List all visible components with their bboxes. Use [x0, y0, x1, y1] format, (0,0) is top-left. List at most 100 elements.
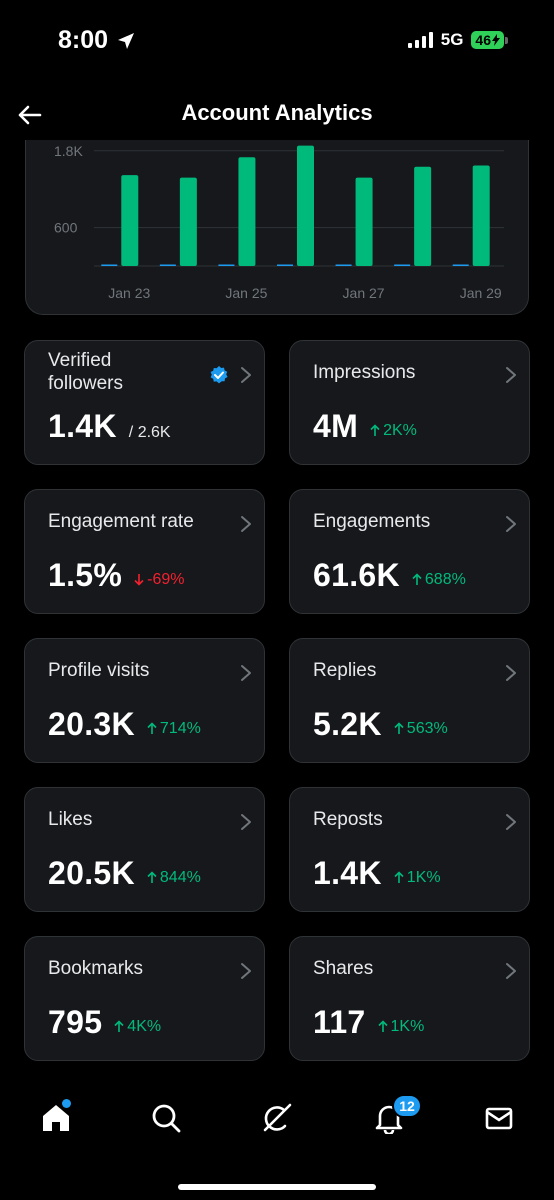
metric-change-value: 2K% [383, 421, 417, 439]
chevron-right-icon [506, 814, 516, 830]
metric-label: Engagements [313, 511, 431, 532]
nav-home[interactable] [36, 1098, 76, 1138]
chevron-right-icon [506, 963, 516, 979]
metric-change-value: 688% [424, 570, 466, 588]
chevron-right-icon [241, 665, 251, 681]
metric-value: 20.5K [48, 855, 135, 891]
verified-badge-icon [210, 366, 228, 384]
metric-value-row: 61.6K 688% [313, 557, 466, 594]
bar-primary[interactable] [179, 177, 197, 266]
metric-label: Shares [313, 958, 374, 979]
bottom-nav [0, 1080, 554, 1155]
x-tick-label: Jan 25 [225, 285, 267, 301]
metric-change-value: -69% [147, 570, 185, 588]
nav-messages[interactable] [479, 1098, 519, 1138]
battery-level: 46 [475, 32, 491, 48]
metric-change: 1K% [377, 1017, 425, 1036]
y-tick-label: 600 [54, 220, 78, 236]
metric-card-likes[interactable]: Likes 20.5K 844% [24, 787, 265, 912]
chevron-right-icon [506, 367, 516, 383]
arrow-down-icon [134, 574, 144, 586]
nav-search[interactable] [146, 1098, 186, 1138]
metric-change: 2K% [370, 422, 417, 440]
metric-value-row: 1.4K / 2.6K [48, 408, 171, 445]
arrow-up-icon [377, 1020, 388, 1032]
bar-primary[interactable] [472, 165, 490, 266]
bar-secondary [452, 264, 469, 266]
arrow-up-icon [147, 722, 157, 734]
chevron-right-icon [241, 516, 251, 532]
y-tick-label: 1.8K [54, 143, 83, 159]
arrow-up-icon [147, 871, 157, 883]
bar-secondary [101, 264, 118, 266]
arrow-up-icon [412, 573, 422, 585]
bar-secondary [335, 264, 352, 266]
metric-card-impressions[interactable]: Impressions 4M 2K% [289, 340, 530, 465]
bar-secondary [218, 264, 235, 266]
metric-total: / 2.6K [128, 424, 171, 441]
arrow-up-icon [394, 871, 404, 883]
metric-card-bookmarks[interactable]: Bookmarks 795 4K% [24, 936, 265, 1061]
metric-card-replies[interactable]: Replies 5.2K 563% [289, 638, 530, 763]
metric-label: Profile visits [48, 660, 150, 681]
status-bar: 8:00 5G 46 [0, 0, 554, 80]
metric-card-shares[interactable]: Shares 117 1K% [289, 936, 530, 1061]
metric-value-row: 5.2K 563% [313, 706, 448, 743]
metric-card-reposts[interactable]: Reposts 1.4K 1K% [289, 787, 530, 912]
metric-value: 1.4K [313, 855, 382, 891]
bar-primary[interactable] [121, 175, 139, 266]
status-indicators: 5G 46 [407, 30, 508, 50]
metric-value: 1.4K [48, 408, 117, 444]
bar-primary[interactable] [355, 177, 373, 266]
metric-value-row: 795 4K% [48, 1004, 161, 1041]
metric-value: 5.2K [313, 706, 382, 742]
network-type: 5G [440, 30, 464, 49]
metric-label: Likes [48, 809, 93, 830]
metric-change: 1K% [394, 869, 441, 887]
metric-label: Bookmarks [48, 958, 144, 979]
metric-change: 4K% [114, 1018, 161, 1036]
metric-label: Replies [313, 660, 377, 681]
metric-value: 20.3K [48, 706, 135, 742]
home-icon [43, 1105, 69, 1131]
metric-change: 688% [412, 571, 466, 589]
battery-icon: 46 [471, 31, 508, 49]
metric-value-row: 20.3K 714% [48, 706, 201, 743]
metric-value: 117 [313, 1004, 366, 1040]
metric-value-row: 1.4K 1K% [313, 855, 441, 892]
home-indicator [178, 1184, 376, 1190]
cellular-signal-icon [407, 32, 433, 48]
notification-badge: 12 [392, 1094, 422, 1118]
metric-label: Engagement rate [48, 511, 194, 532]
metric-change-value: 1K% [390, 1017, 425, 1035]
metric-change: 844% [147, 869, 201, 887]
back-arrow-icon[interactable] [14, 99, 46, 131]
page-title: Account Analytics [181, 100, 373, 125]
metric-card-engagements[interactable]: Engagements 61.6K 688% [289, 489, 530, 614]
bar-primary[interactable] [238, 157, 256, 266]
chevron-right-icon [506, 665, 516, 681]
metric-change: 714% [147, 720, 201, 738]
metric-change: -69% [134, 570, 185, 589]
location-arrow-icon [118, 32, 135, 49]
metric-change-value: 1K% [406, 868, 441, 886]
search-icon [152, 1104, 181, 1133]
metric-value-row: 1.5% -69% [48, 557, 185, 594]
status-time-group: 8:00 [58, 26, 136, 55]
bar-primary[interactable] [297, 145, 314, 266]
metric-label: Impressions [313, 362, 416, 383]
home-unread-dot [62, 1099, 71, 1108]
metric-card-profile-visits[interactable]: Profile visits 20.3K 714% [24, 638, 265, 763]
impressions-chart-card: 1.8K 600 Jan 23 Jan 25 Jan 27 Jan 29 [25, 140, 529, 315]
chevron-right-icon [241, 814, 251, 830]
metric-card-engagement-rate[interactable]: Engagement rate 1.5% -69% [24, 489, 265, 614]
metric-value-row: 20.5K 844% [48, 855, 201, 892]
metric-value-row: 4M 2K% [313, 408, 417, 445]
metric-change-value: 4K% [127, 1017, 162, 1035]
nav-grok[interactable] [257, 1098, 297, 1138]
bar-secondary [277, 264, 293, 266]
arrow-up-icon [370, 424, 380, 436]
metric-card-verified-followers[interactable]: Verified followers 1.4K / 2.6K [24, 340, 265, 465]
metric-value: 795 [48, 1004, 103, 1040]
bar-primary[interactable] [414, 166, 432, 266]
